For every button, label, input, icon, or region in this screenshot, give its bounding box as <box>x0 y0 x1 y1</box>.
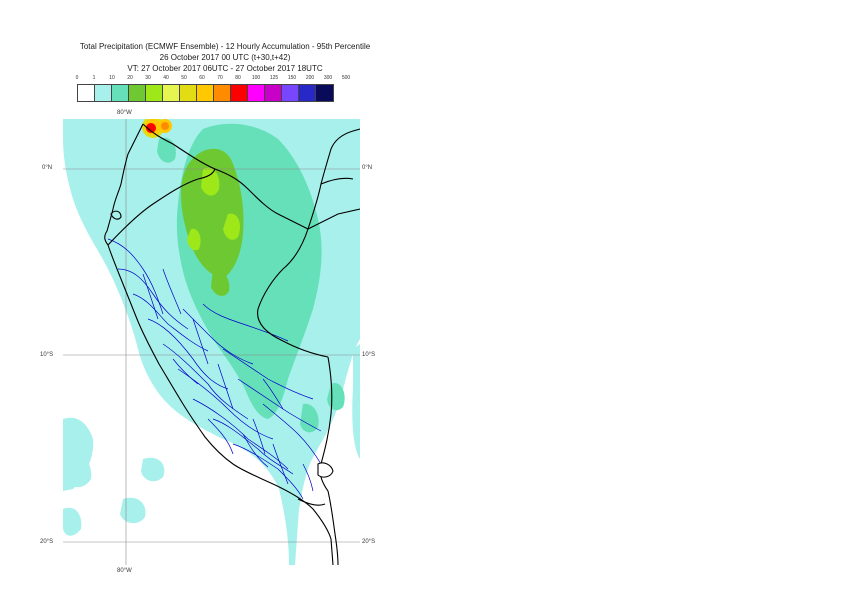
legend-swatch-2 <box>112 85 129 101</box>
lon-label-bottom: 80°W <box>117 568 132 574</box>
valid-time: VT: 27 October 2017 06UTC - 27 October 2… <box>127 64 323 73</box>
legend-swatch-11 <box>265 85 282 101</box>
lat-label-right: 10°S <box>362 352 376 358</box>
legend-label: 10 <box>109 75 115 81</box>
legend-swatch-7 <box>197 85 214 101</box>
base-time: 26 October 2017 00 UTC (t+30,t+42) <box>159 53 291 62</box>
legend-swatch-14 <box>316 85 333 101</box>
department-boundaries <box>107 238 322 500</box>
legend-label: 150 <box>287 75 297 81</box>
legend-color-bar <box>77 84 334 102</box>
legend-label: 30 <box>145 75 151 81</box>
precipitation-map <box>63 119 360 565</box>
legend-label: 60 <box>199 75 205 81</box>
legend-label: 40 <box>163 75 169 81</box>
legend-swatch-12 <box>282 85 299 101</box>
lat-label-right: 0°N <box>362 165 373 171</box>
legend-swatch-8 <box>214 85 231 101</box>
country-borders <box>104 123 360 565</box>
legend-label: 200 <box>305 75 315 81</box>
legend-label: 70 <box>217 75 223 81</box>
precip-30-40-layer <box>187 167 240 251</box>
legend-swatch-9 <box>231 85 248 101</box>
legend-swatch-3 <box>129 85 146 101</box>
lat-label-left: 0°N <box>42 165 53 171</box>
legend-label: 1 <box>92 75 96 81</box>
legend-label: 80 <box>235 75 241 81</box>
lat-label-left: 20°S <box>40 539 54 545</box>
legend-label: 0 <box>75 75 79 81</box>
legend-swatch-4 <box>146 85 163 101</box>
legend-swatch-0 <box>78 85 95 101</box>
precip-max-cell <box>142 119 172 138</box>
legend-label: 100 <box>251 75 261 81</box>
map-svg <box>63 119 360 565</box>
legend-swatch-10 <box>248 85 265 101</box>
lat-label-left: 10°S <box>40 352 54 358</box>
legend-tick-labels: 0 1 10 20 30 40 50 60 70 80 100 125 150 … <box>66 75 366 84</box>
legend-swatch-5 <box>163 85 180 101</box>
legend-swatch-13 <box>299 85 316 101</box>
legend-label: 50 <box>181 75 187 81</box>
legend-label: 125 <box>269 75 279 81</box>
map-title: Total Precipitation (ECMWF Ensemble) - 1… <box>79 42 371 51</box>
lat-label-right: 20°S <box>362 539 376 545</box>
lon-label-top: 80°W <box>117 110 132 116</box>
graticule <box>63 119 360 565</box>
legend-label: 300 <box>323 75 333 81</box>
legend-label: 500 <box>341 75 351 81</box>
legend-label: 20 <box>127 75 133 81</box>
legend-swatch-6 <box>180 85 197 101</box>
legend-swatch-1 <box>95 85 112 101</box>
